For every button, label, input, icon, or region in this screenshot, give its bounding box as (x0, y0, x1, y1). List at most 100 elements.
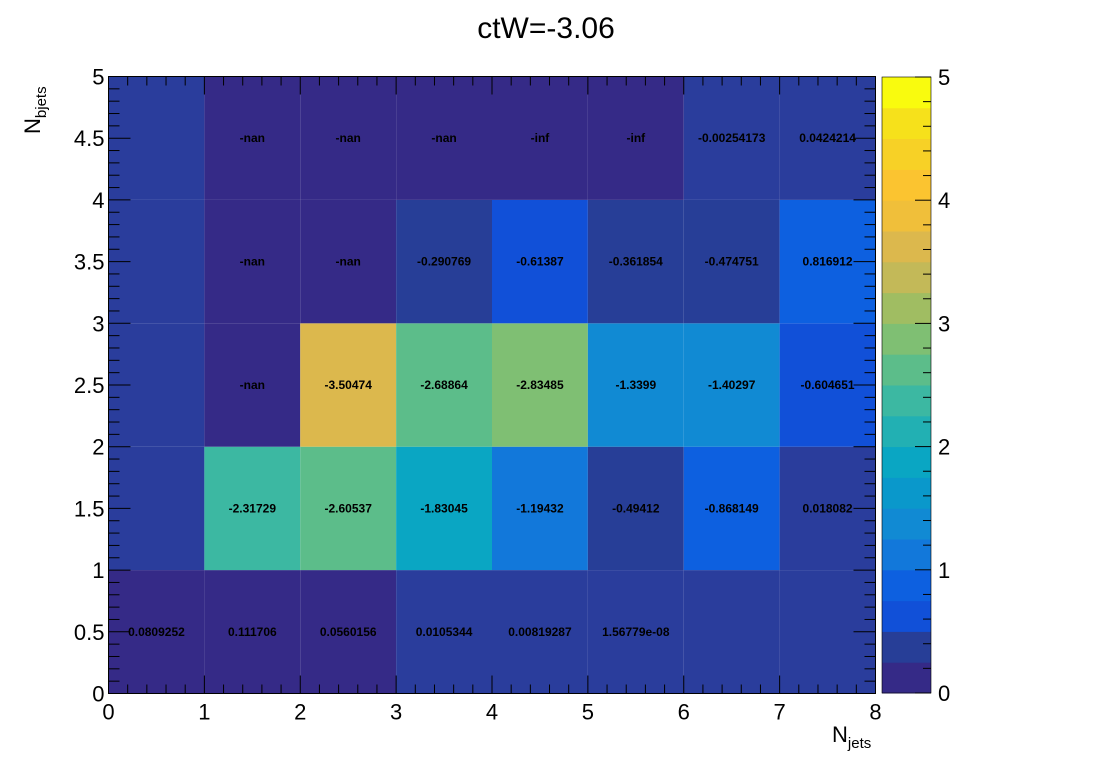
heatmap-cell (492, 199, 588, 324)
colorbar-tick-label: 4 (938, 188, 950, 213)
heatmap-cell (683, 570, 780, 694)
y-tick-label: 5 (92, 65, 104, 90)
heatmap-cell (492, 323, 588, 447)
heatmap-cell (396, 199, 492, 324)
cell-value-label: -inf (531, 131, 551, 145)
x-tick-label: 1 (198, 700, 210, 725)
heatmap-cell (204, 199, 301, 324)
heatmap-cell (683, 76, 780, 200)
colorbar-segment (882, 354, 931, 386)
colorbar-segment (882, 200, 931, 232)
colorbar-segment (882, 169, 931, 201)
heatmap-cell (587, 323, 684, 447)
x-axis: 0 1 2 3 4 5 6 7 8 (102, 76, 882, 725)
x-tick-label: 4 (486, 700, 498, 725)
cell-value-label: -0.361854 (609, 255, 663, 269)
heatmap-cell (587, 446, 684, 571)
heatmap-cell (492, 570, 588, 694)
cell-value-label: -1.3399 (615, 378, 656, 392)
heatmap-cell (204, 570, 301, 694)
x-axis-label-main: N (832, 722, 848, 747)
x-tick-label: 5 (582, 700, 594, 725)
colorbar-segment (882, 107, 931, 140)
heatmap-cell (204, 446, 301, 571)
cell-value-label: -0.868149 (705, 501, 759, 515)
y-tick-label: 0.5 (74, 620, 105, 645)
cell-value-label: -nan (240, 131, 265, 145)
colorbar-segment (882, 231, 931, 263)
heatmap-cell-labels: 0.0809252 0.111706 0.0560156 0.0105344 0.008… (128, 131, 856, 639)
cell-value-label: -1.19432 (516, 501, 564, 515)
cell-value-label: -0.290769 (417, 255, 471, 269)
y-tick-label: 0 (92, 682, 104, 707)
colorbar-segment (882, 477, 931, 509)
colorbar-segment (882, 508, 931, 540)
cell-value-label: 1.56779e-08 (602, 625, 670, 639)
cell-value-label: 0.816912 (803, 255, 853, 269)
cell-value-label: -3.50474 (325, 378, 373, 392)
cell-value-label: -2.31729 (229, 501, 277, 515)
heatmap-cell (396, 446, 492, 571)
y-tick-label: 2.5 (74, 373, 105, 398)
cell-value-label: -nan (336, 131, 361, 145)
chart-title: ctW=-3.06 (477, 12, 615, 45)
heatmap-cell (300, 323, 397, 447)
heatmap-cell (204, 323, 301, 447)
cell-value-label: -0.49412 (612, 501, 660, 515)
colorbar-segment (882, 631, 931, 663)
cell-value-label: 0.111706 (228, 625, 277, 639)
colorbar-segment (882, 77, 931, 109)
y-tick-label: 4 (92, 188, 104, 213)
cell-value-label: -0.474751 (705, 255, 759, 269)
heatmap-cells (108, 76, 876, 694)
y-tick-label: 4.5 (74, 126, 105, 151)
x-tick-label: 2 (294, 700, 306, 725)
y-axis-label: Nbjets (20, 86, 50, 134)
y-tick-label: 1.5 (74, 496, 105, 521)
y-tick-label: 3.5 (74, 250, 105, 275)
y-axis: 0 0.5 1 1.5 2 2.5 3 3.5 4 4.5 5 (74, 65, 876, 707)
cell-value-label: -inf (626, 131, 646, 145)
y-axis-label-main: N (20, 118, 45, 134)
colorbar-tick-label: 5 (938, 65, 950, 90)
colorbar-segment (882, 385, 931, 417)
heatmap-cell (300, 199, 397, 324)
colorbar-segment (882, 446, 931, 478)
colorbar-frame (881, 76, 932, 694)
cell-value-label: -nan (431, 131, 456, 145)
heatmap-cell (492, 446, 588, 571)
colorbar-tick-label: 1 (938, 558, 950, 583)
colorbar-segment (882, 138, 931, 170)
heatmap-cell (587, 199, 684, 324)
cell-value-label: -nan (336, 255, 361, 269)
heatmap-cell (396, 323, 492, 447)
x-axis-label: Njets (832, 722, 871, 752)
x-tick-label: 7 (774, 700, 786, 725)
x-tick-label: 3 (390, 700, 402, 725)
heatmap-cell (300, 446, 397, 571)
cell-value-label: -0.00254173 (698, 131, 766, 145)
cell-value-label: 0.018082 (803, 501, 853, 515)
colorbar-segment (882, 415, 931, 448)
x-axis-label-sub: jets (847, 735, 871, 752)
colorbar-segment (882, 261, 931, 294)
cell-value-label: -1.40297 (708, 378, 756, 392)
y-axis-label-sub: bjets (33, 86, 50, 118)
cell-value-label: 0.0105344 (416, 625, 473, 639)
heatmap-cell (396, 76, 492, 200)
heatmap-cell (300, 570, 397, 694)
heatmap-cell (683, 446, 780, 571)
cell-value-label: -0.604651 (801, 378, 855, 392)
cell-value-label: -2.83485 (516, 378, 564, 392)
x-tick-label: 6 (678, 700, 690, 725)
colorbar-segment (882, 323, 931, 355)
colorbar-segment (882, 662, 931, 694)
colorbar-segment (882, 539, 931, 571)
y-tick-label: 2 (92, 435, 104, 460)
cell-value-label: 0.0424214 (799, 131, 856, 145)
cell-value-label: 0.00819287 (508, 625, 572, 639)
heatmap-cell (300, 76, 397, 200)
cell-value-label: 0.0809252 (128, 625, 185, 639)
heatmap-cell (683, 323, 780, 447)
colorbar-tick-label: 3 (938, 311, 950, 336)
